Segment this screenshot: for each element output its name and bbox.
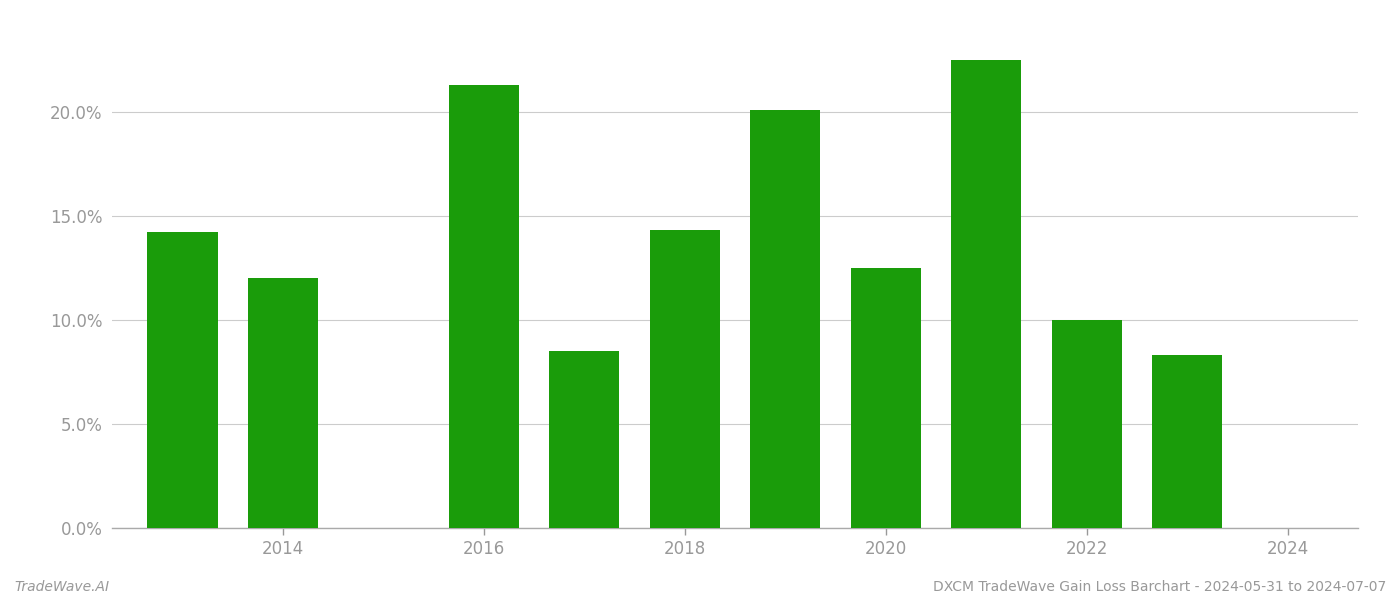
Bar: [147, 232, 217, 528]
Bar: [549, 351, 619, 528]
Bar: [951, 59, 1022, 528]
Bar: [1152, 355, 1222, 528]
Bar: [750, 110, 820, 528]
Text: TradeWave.AI: TradeWave.AI: [14, 580, 109, 594]
Bar: [650, 230, 720, 528]
Bar: [448, 85, 519, 528]
Bar: [851, 268, 921, 528]
Bar: [1051, 320, 1121, 528]
Text: DXCM TradeWave Gain Loss Barchart - 2024-05-31 to 2024-07-07: DXCM TradeWave Gain Loss Barchart - 2024…: [932, 580, 1386, 594]
Bar: [248, 278, 318, 528]
